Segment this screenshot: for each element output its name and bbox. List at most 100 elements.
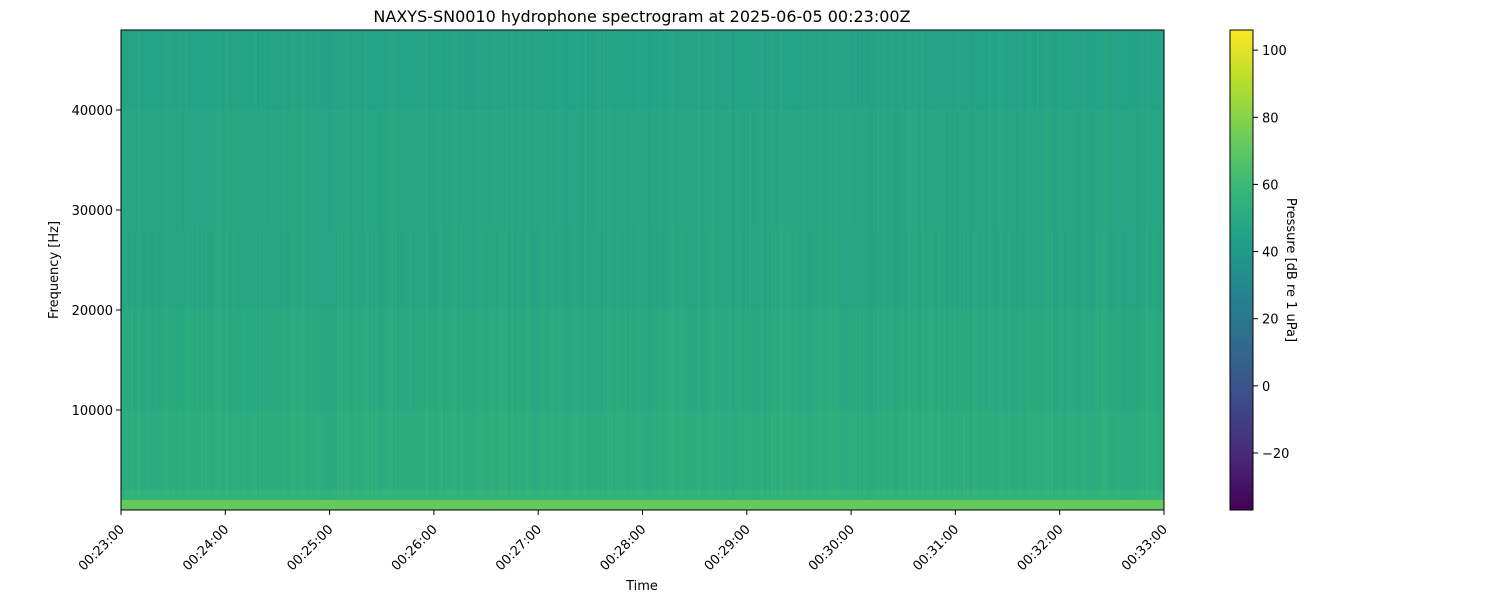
- colorbar-tick-label: 60: [1262, 178, 1279, 193]
- heatmap-stripe: [619, 30, 621, 498]
- heatmap-stripe: [541, 230, 543, 498]
- heatmap-stripe: [947, 30, 949, 498]
- heatmap-stripe: [1057, 230, 1059, 498]
- heatmap-band: [121, 30, 1164, 110]
- heatmap-stripe: [725, 230, 727, 498]
- heatmap-stripe: [881, 30, 883, 498]
- heatmap-stripe: [273, 230, 275, 498]
- heatmap-stripe: [1123, 230, 1125, 498]
- heatmap-stripe: [765, 30, 767, 498]
- heatmap-stripe: [679, 30, 681, 498]
- heatmap-stripe: [729, 30, 731, 498]
- heatmap-stripe: [1033, 30, 1035, 498]
- heatmap-stripe: [739, 230, 741, 498]
- heatmap-stripe: [403, 230, 405, 498]
- heatmap-stripe: [669, 230, 671, 498]
- heatmap-stripe: [737, 230, 739, 498]
- heatmap-stripe: [923, 230, 925, 498]
- heatmap-stripe: [223, 30, 225, 498]
- heatmap-stripe: [1007, 230, 1009, 498]
- heatmap-stripe: [327, 30, 329, 498]
- heatmap-stripe: [789, 230, 791, 498]
- heatmap-stripe: [621, 30, 623, 498]
- heatmap-band: [121, 410, 1164, 490]
- heatmap-stripe: [389, 30, 391, 498]
- heatmap-stripe: [533, 230, 535, 498]
- heatmap-stripe: [545, 230, 547, 498]
- heatmap-stripe: [805, 230, 807, 498]
- heatmap-stripe: [531, 30, 533, 498]
- heatmap-stripe: [505, 30, 507, 498]
- heatmap-stripe: [667, 230, 669, 498]
- heatmap-stripe: [783, 30, 785, 498]
- heatmap-stripe: [873, 230, 875, 498]
- heatmap-stripe: [773, 30, 775, 498]
- heatmap-stripe: [395, 30, 397, 498]
- heatmap-stripe: [207, 30, 209, 498]
- heatmap-stripe: [565, 30, 567, 498]
- heatmap-stripe: [1029, 30, 1031, 498]
- heatmap-stripe: [253, 30, 255, 498]
- heatmap-stripe: [1161, 230, 1163, 498]
- heatmap-stripe: [163, 30, 165, 498]
- heatmap-stripe: [971, 30, 973, 498]
- heatmap-stripe: [141, 30, 143, 498]
- heatmap-stripe: [453, 30, 455, 498]
- heatmap-stripe: [1045, 30, 1047, 498]
- heatmap-band: [121, 500, 1164, 510]
- heatmap-stripe: [303, 30, 305, 498]
- heatmap-stripe: [1147, 30, 1149, 498]
- heatmap-stripe: [825, 30, 827, 498]
- heatmap-stripe: [155, 30, 157, 498]
- heatmap-stripe: [1017, 30, 1019, 498]
- heatmap-stripe: [333, 30, 335, 498]
- heatmap-stripe: [479, 230, 481, 498]
- heatmap-stripe: [129, 30, 131, 498]
- heatmap-stripe: [593, 30, 595, 498]
- heatmap-stripe: [611, 30, 613, 498]
- heatmap-stripe: [433, 30, 435, 498]
- heatmap-stripe: [969, 30, 971, 498]
- heatmap-stripe: [409, 30, 411, 498]
- heatmap-stripe: [793, 30, 795, 498]
- heatmap-stripe: [465, 30, 467, 498]
- heatmap-stripe: [203, 30, 205, 498]
- heatmap-stripe: [655, 30, 657, 498]
- heatmap-stripe: [663, 30, 665, 498]
- heatmap-stripe: [957, 30, 959, 498]
- heatmap-stripe: [449, 230, 451, 498]
- heatmap-stripe: [423, 30, 425, 498]
- heatmap-stripe: [135, 30, 137, 498]
- heatmap-band: [121, 310, 1164, 410]
- heatmap-stripe: [687, 30, 689, 498]
- colorbar-tick-label: −20: [1262, 447, 1289, 462]
- heatmap-stripe: [319, 30, 321, 498]
- heatmap-stripe: [221, 30, 223, 498]
- heatmap-stripe: [265, 230, 267, 498]
- heatmap-stripe: [501, 30, 503, 498]
- heatmap-stripe: [477, 30, 479, 498]
- heatmap-stripe: [609, 30, 611, 498]
- heatmap-stripe: [483, 230, 485, 498]
- heatmap-stripe: [523, 30, 525, 498]
- heatmap-stripe: [1119, 30, 1121, 498]
- heatmap-stripe: [913, 30, 915, 498]
- heatmap-stripe: [245, 30, 247, 498]
- heatmap-stripe: [1145, 230, 1147, 498]
- heatmap-stripe: [263, 230, 265, 498]
- heatmap-stripe: [435, 230, 437, 498]
- heatmap-stripe: [703, 230, 705, 498]
- heatmap-stripe: [639, 30, 641, 498]
- heatmap-stripe: [123, 30, 125, 498]
- heatmap-stripe: [299, 30, 301, 498]
- heatmap-stripe: [727, 30, 729, 498]
- heatmap-stripe: [833, 30, 835, 498]
- heatmap-stripe: [553, 30, 555, 498]
- heatmap-stripe: [451, 30, 453, 498]
- heatmap-stripe: [863, 230, 865, 498]
- heatmap-stripe: [183, 30, 185, 498]
- heatmap-stripe: [149, 30, 151, 498]
- heatmap-stripe: [521, 230, 523, 498]
- heatmap-stripe: [653, 30, 655, 498]
- y-tick-label: 40000: [72, 104, 113, 119]
